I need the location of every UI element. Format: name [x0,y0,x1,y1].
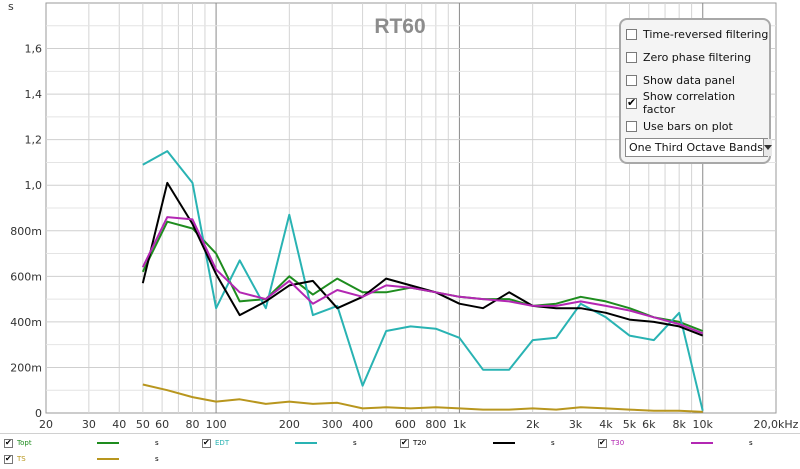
x-tick-label: 20 [39,418,53,431]
x-tick-label: 3k [569,418,583,431]
show-data-panel-label: Show data panel [643,73,735,87]
legend-item-topt[interactable]: Topt s [4,436,159,450]
legend-name-t20: T20 [413,439,427,447]
legend-panel: Topt s EDT s T20 s T30 s TS s [0,433,800,469]
y-tick-label: 400m [10,316,42,329]
x-tick-label: 100 [206,418,227,431]
chevron-down-icon [763,145,772,150]
x-tick-label: 10k [693,418,714,431]
legend-item-ts[interactable]: TS s [4,452,159,466]
x-tick-label: 60 [155,418,169,431]
option-zero-phase[interactable]: Zero phase filtering [626,49,751,65]
x-tick-label: 30 [82,418,96,431]
x-tick-label: 5k [623,418,637,431]
legend-swatch-topt [97,442,119,444]
legend-unit-t20: s [551,439,555,447]
x-tick-label: 200 [279,418,300,431]
legend-name-ts: TS [17,455,26,463]
y-tick-label: 1,6 [25,43,43,56]
series-line-ts [142,383,703,413]
y-axis-label: s [8,0,14,13]
series-line-t20 [141,181,704,337]
legend-swatch-t20 [493,442,515,444]
legend-name-t30: T30 [611,439,625,447]
band-select[interactable]: One Third Octave Bands [625,138,772,157]
legend-swatch-ts [97,458,119,460]
legend-checkbox-ts[interactable] [4,454,13,464]
y-tick-label: 800m [10,225,42,238]
series-line-edt [142,150,704,411]
x-tick-label: 8k [672,418,686,431]
x-tick-label: 6k [642,418,656,431]
band-select-dropdown-button[interactable] [762,139,772,156]
x-tick-label: 80 [186,418,200,431]
zero-phase-label: Zero phase filtering [643,50,752,64]
legend-swatch-edt [295,442,317,444]
legend-name-edt: EDT [215,439,230,447]
legend-checkbox-t20[interactable] [400,438,409,448]
chart-title: RT60 [374,15,425,38]
band-select-value: One Third Octave Bands [629,141,763,154]
correlation-factor-label: Show correlation factor [642,90,736,116]
x-tick-label: 20,0kHz [754,418,799,431]
x-tick-label: 1k [453,418,467,431]
legend-unit-ts: s [155,455,159,463]
use-bars-label: Use bars on plot [643,119,733,133]
x-tick-label: 600 [395,418,416,431]
x-tick-label: 40 [112,418,126,431]
time-reversed-label: Time-reversed filtering [643,27,769,41]
x-tick-label: 800 [425,418,446,431]
y-tick-label: 600m [10,270,42,283]
x-tick-label: 400 [352,418,373,431]
use-bars-checkbox[interactable] [626,120,637,132]
legend-checkbox-topt[interactable] [4,438,13,448]
x-tick-label: 300 [322,418,343,431]
x-tick-label: 4k [599,418,613,431]
x-tick-label: 50 [136,418,150,431]
option-use-bars[interactable]: Use bars on plot [626,118,733,134]
show-data-panel-checkbox[interactable] [626,74,637,86]
y-tick-label: 0 [35,407,42,420]
option-show-data-panel[interactable]: Show data panel [626,72,735,88]
x-tick-label: 2k [526,418,540,431]
series-line-t30 [141,216,704,335]
legend-unit-t30: s [749,439,753,447]
y-tick-label: 1,4 [25,88,43,101]
y-tick-label: 1,2 [25,134,43,147]
legend-name-topt: Topt [17,439,32,447]
y-tick-label: 200m [10,361,42,374]
time-reversed-checkbox[interactable] [626,28,637,40]
legend-checkbox-edt[interactable] [202,438,211,448]
correlation-factor-checkbox[interactable] [626,96,637,109]
legend-item-t30[interactable]: T30 s [598,436,753,450]
legend-swatch-t30 [691,442,713,444]
zero-phase-checkbox[interactable] [626,51,637,63]
options-panel: Time-reversed filtering Zero phase filte… [619,18,772,164]
legend-unit-edt: s [353,439,357,447]
legend-item-edt[interactable]: EDT s [202,436,357,450]
y-tick-label: 1,0 [25,179,43,192]
legend-checkbox-t30[interactable] [598,438,607,448]
legend-unit-topt: s [155,439,159,447]
legend-item-t20[interactable]: T20 s [400,436,555,450]
option-time-reversed[interactable]: Time-reversed filtering [626,26,768,42]
option-correlation-factor[interactable]: Show correlation factor [626,90,769,116]
